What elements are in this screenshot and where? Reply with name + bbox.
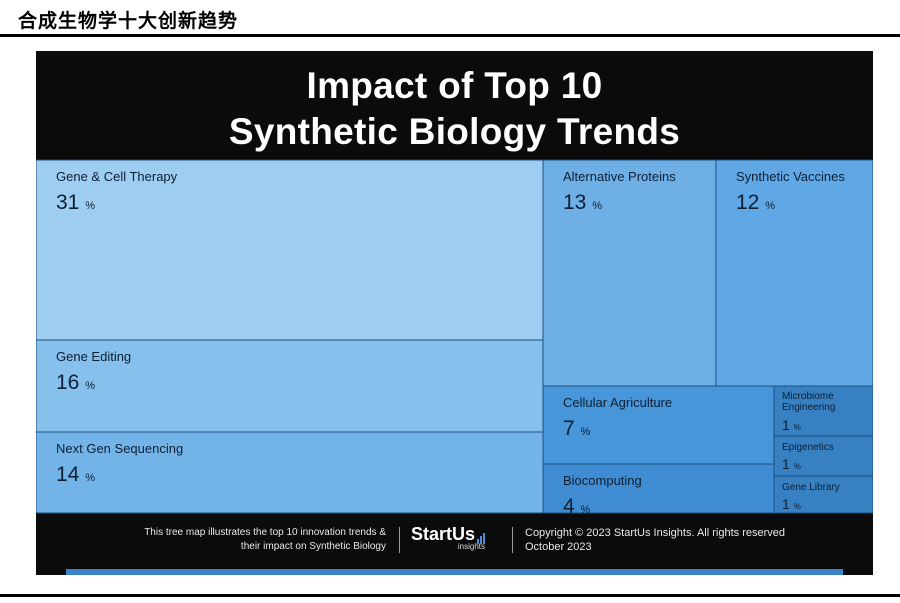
treemap-rect-next-gen-sequencing (36, 431, 544, 514)
treemap-rect-gene-cell-therapy (36, 159, 544, 341)
top-rule (0, 34, 900, 37)
bottom-strip (66, 569, 843, 575)
footer-copyright: Copyright © 2023 StartUs Insights. All r… (525, 526, 865, 554)
treemap-label-gene-library: Gene Library (782, 482, 840, 493)
treemap-unit-gene-editing: % (85, 380, 95, 392)
page-heading: 合成生物学十大创新趋势 (18, 10, 239, 32)
treemap-label-microbiome-engineering-line-1: Microbiome (782, 391, 834, 402)
bar-chart-icon (477, 532, 486, 544)
treemap-unit-synthetic-vaccines: % (765, 200, 775, 212)
footer-description-line-2: their impact on Synthetic Biology (240, 541, 386, 552)
copyright-line-2: October 2023 (525, 541, 592, 553)
brand-name: StartUs (411, 524, 476, 544)
treemap-label-biocomputing: Biocomputing (563, 473, 642, 488)
treemap-label-microbiome-engineering-line-2: Engineering (782, 402, 835, 413)
treemap-rect-gene-library (773, 475, 873, 514)
treemap-rect-microbiome-engineering (773, 385, 873, 437)
infographic-title: Impact of Top 10 Synthetic Biology Trend… (36, 63, 873, 155)
treemap-unit-cellular-agriculture: % (581, 426, 591, 438)
copyright-line-1: Copyright © 2023 StartUs Insights. All r… (525, 527, 785, 539)
treemap-label-cellular-agriculture: Cellular Agriculture (563, 395, 672, 410)
treemap-unit-gene-library: % (794, 502, 801, 511)
treemap-unit-epigenetics: % (794, 462, 801, 471)
footer-divider-2 (512, 527, 513, 553)
treemap-label-next-gen-sequencing: Next Gen Sequencing (56, 441, 183, 456)
startus-logo: StartUs insights (411, 524, 486, 551)
treemap-label-synthetic-vaccines: Synthetic Vaccines (736, 169, 845, 184)
footer-description: This tree map illustrates the top 10 inn… (56, 526, 386, 554)
treemap-unit-alternative-proteins: % (592, 200, 602, 212)
title-line-2: Synthetic Biology Trends (228, 111, 681, 152)
brand-sub: insights (457, 542, 486, 551)
title-line-1: Impact of Top 10 (306, 65, 603, 106)
treemap-unit-gene-cell-therapy: % (85, 200, 95, 212)
treemap-unit-next-gen-sequencing: % (85, 472, 95, 484)
treemap-unit-biocomputing: % (581, 504, 591, 516)
treemap-rect-alternative-proteins (542, 159, 717, 387)
treemap-label-gene-cell-therapy: Gene & Cell Therapy (56, 169, 178, 184)
bottom-rule (0, 594, 900, 597)
treemap-label-alternative-proteins: Alternative Proteins (563, 169, 676, 184)
treemap-rect-biocomputing (542, 463, 775, 514)
treemap-label-gene-editing: Gene Editing (56, 349, 131, 364)
treemap-rect-cellular-agriculture (542, 385, 775, 465)
infographic-card: Impact of Top 10 Synthetic Biology Trend… (36, 51, 873, 575)
treemap-rect-epigenetics (773, 435, 873, 477)
treemap-unit-microbiome-engineering: % (794, 423, 801, 432)
footer-divider (399, 527, 400, 553)
footer-description-line-1: This tree map illustrates the top 10 inn… (144, 527, 386, 538)
treemap-label-epigenetics: Epigenetics (782, 442, 834, 453)
